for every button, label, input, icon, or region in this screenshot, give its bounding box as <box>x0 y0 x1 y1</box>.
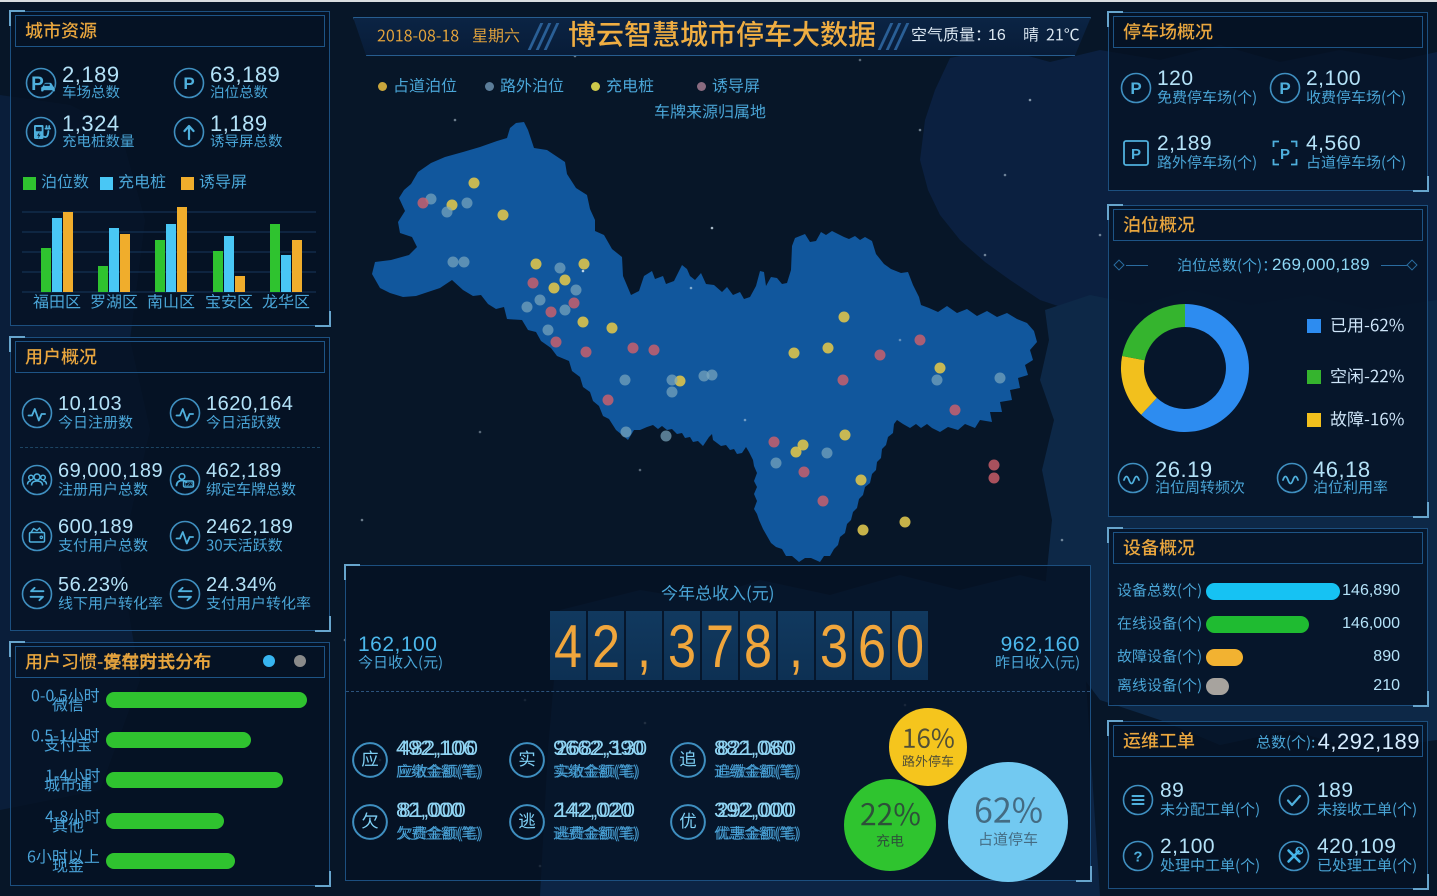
svg-text:P: P <box>1130 79 1141 98</box>
svg-text:123: 123 <box>184 482 193 488</box>
svg-text:P: P <box>1131 146 1141 163</box>
svg-text:P: P <box>1279 79 1290 98</box>
svg-text:P: P <box>31 74 44 95</box>
svg-text:?: ? <box>1133 849 1142 866</box>
svg-text:P: P <box>1280 146 1290 163</box>
svg-text:P: P <box>183 74 194 93</box>
